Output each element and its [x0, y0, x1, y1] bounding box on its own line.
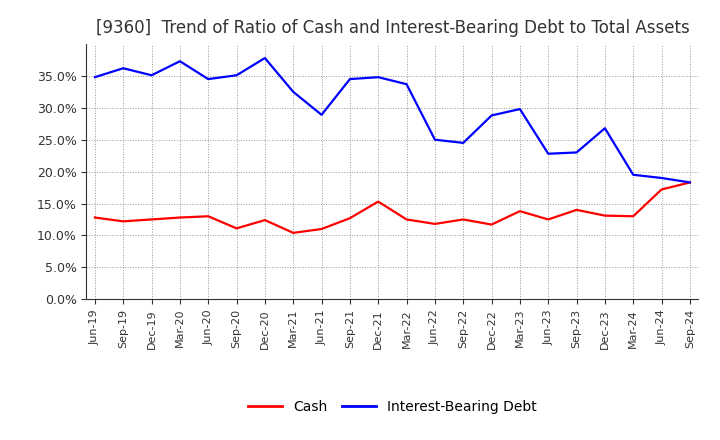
Title: [9360]  Trend of Ratio of Cash and Interest-Bearing Debt to Total Assets: [9360] Trend of Ratio of Cash and Intere…: [96, 19, 689, 37]
Legend: Cash, Interest-Bearing Debt: Cash, Interest-Bearing Debt: [242, 395, 543, 420]
